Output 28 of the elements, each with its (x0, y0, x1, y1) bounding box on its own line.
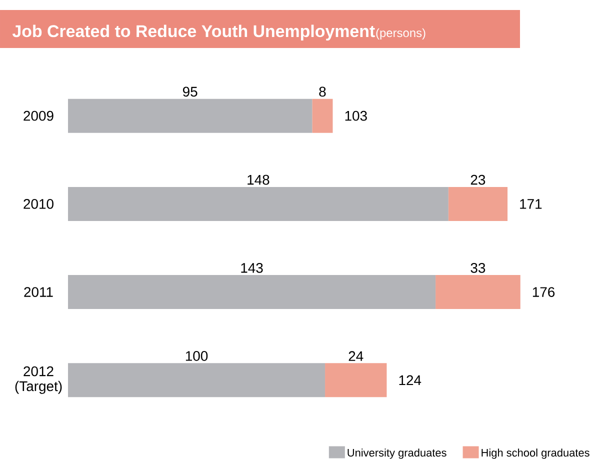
bar (436, 275, 520, 310)
chart-subtitle: (persons) (376, 28, 426, 40)
data-label: 143 (241, 262, 263, 273)
legend-label: High school graduates (482, 448, 590, 459)
bar (312, 98, 333, 133)
bar (448, 186, 508, 221)
bar (68, 275, 436, 310)
total-label: 103 (345, 110, 367, 121)
legend-label: University graduates (348, 448, 446, 459)
bar (325, 363, 387, 398)
y-tick-label: 2011 (24, 287, 53, 297)
data-label: 95 (182, 86, 198, 97)
data-label: 23 (470, 174, 486, 185)
total-label: 176 (532, 287, 555, 297)
data-label: 148 (248, 174, 270, 185)
data-label: 100 (186, 351, 208, 361)
y-tick-label: 2010 (24, 198, 54, 209)
total-label: 171 (520, 199, 542, 209)
total-label: 124 (399, 375, 422, 385)
data-label: 33 (470, 262, 486, 273)
bar (68, 186, 448, 221)
y-tick-label: 2012 (Target) (15, 366, 62, 394)
chart-title: Job Created to Reduce Youth Unemployment (12, 24, 375, 41)
y-tick-label: 2009 (24, 110, 54, 121)
bar (68, 98, 312, 133)
data-label: 24 (348, 351, 364, 361)
data-label: 8 (319, 86, 326, 97)
bar (68, 363, 326, 398)
